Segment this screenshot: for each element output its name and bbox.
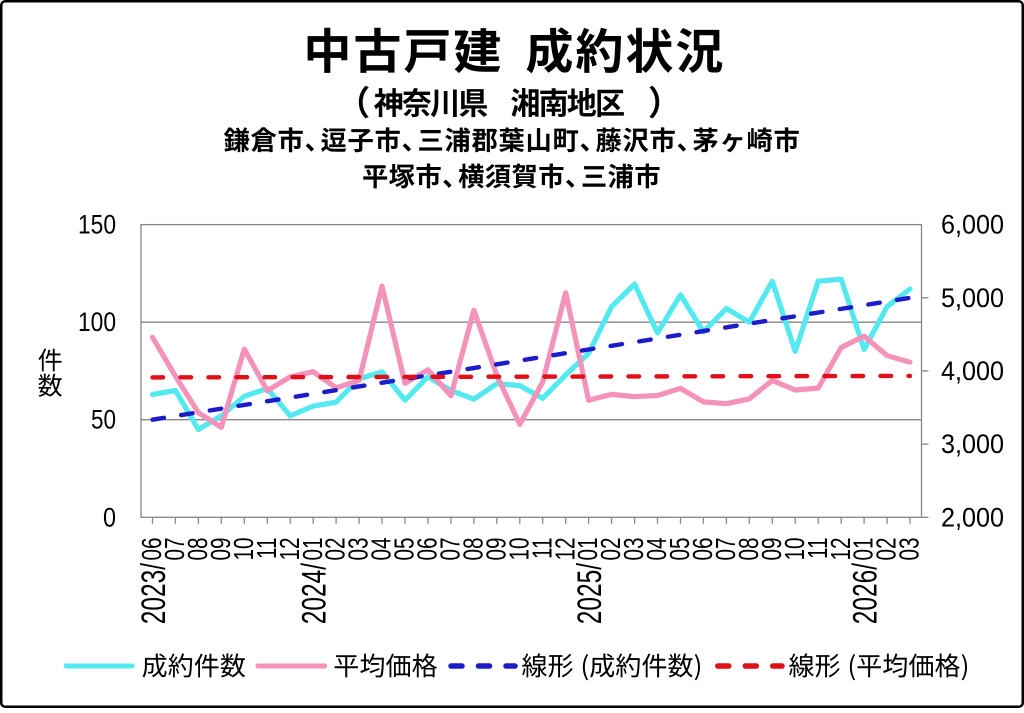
svg-text:06: 06 xyxy=(688,538,719,561)
svg-text:07: 07 xyxy=(436,538,467,561)
svg-text:03: 03 xyxy=(619,538,650,561)
svg-text:04: 04 xyxy=(642,538,673,561)
svg-text:06: 06 xyxy=(137,538,168,561)
svg-text:09: 09 xyxy=(482,538,513,561)
svg-text:01: 01 xyxy=(573,538,604,561)
svg-text:04: 04 xyxy=(367,538,398,561)
svg-text:3,000: 3,000 xyxy=(941,429,1004,459)
svg-text:12: 12 xyxy=(550,538,581,561)
svg-text:4,000: 4,000 xyxy=(941,356,1004,386)
svg-text:02: 02 xyxy=(872,538,903,561)
svg-text:05: 05 xyxy=(390,538,421,561)
svg-text:5,000: 5,000 xyxy=(941,283,1004,313)
svg-text:10: 10 xyxy=(229,538,260,561)
svg-text:03: 03 xyxy=(895,538,926,561)
svg-text:10: 10 xyxy=(505,538,536,561)
svg-text:09: 09 xyxy=(206,538,237,561)
svg-text:05: 05 xyxy=(665,538,696,561)
svg-text:2023/: 2023/ xyxy=(135,562,173,624)
svg-text:12: 12 xyxy=(826,538,857,561)
svg-text:11: 11 xyxy=(252,538,283,560)
svg-text:6,000: 6,000 xyxy=(941,210,1004,240)
svg-text:08: 08 xyxy=(459,538,490,561)
svg-text:07: 07 xyxy=(711,538,742,561)
svg-text:08: 08 xyxy=(183,538,214,561)
svg-text:09: 09 xyxy=(757,538,788,561)
svg-text:10: 10 xyxy=(780,538,811,561)
svg-text:03: 03 xyxy=(344,538,375,561)
svg-text:07: 07 xyxy=(160,538,191,561)
svg-text:50: 50 xyxy=(91,405,116,435)
svg-text:2026/: 2026/ xyxy=(847,562,885,624)
svg-text:150: 150 xyxy=(78,210,116,240)
svg-text:2,000: 2,000 xyxy=(941,502,1004,532)
svg-text:01: 01 xyxy=(298,538,329,561)
svg-text:100: 100 xyxy=(78,307,116,337)
svg-text:2025/: 2025/ xyxy=(571,562,609,624)
svg-text:0: 0 xyxy=(103,502,116,532)
svg-text:2024/: 2024/ xyxy=(296,562,334,624)
svg-text:02: 02 xyxy=(596,538,627,561)
svg-text:08: 08 xyxy=(734,538,765,561)
svg-text:02: 02 xyxy=(321,538,352,561)
svg-text:11: 11 xyxy=(803,538,834,560)
svg-text:11: 11 xyxy=(527,538,558,560)
svg-text:06: 06 xyxy=(413,538,444,561)
svg-text:12: 12 xyxy=(275,538,306,561)
svg-text:01: 01 xyxy=(849,538,880,561)
